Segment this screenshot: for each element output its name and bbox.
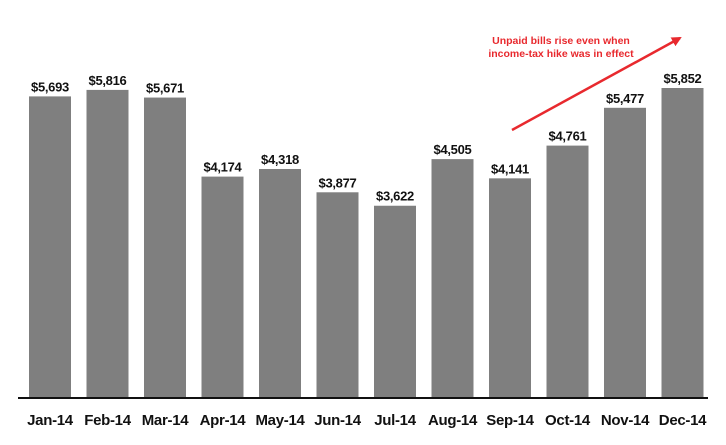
value-label-feb-14: $5,816 — [89, 73, 127, 88]
value-label-jun-14: $3,877 — [319, 175, 357, 190]
bars-group — [29, 88, 704, 398]
value-label-jul-14: $3,622 — [376, 189, 414, 204]
value-label-may-14: $4,318 — [261, 152, 299, 167]
x-tick-label-nov-14: Nov-14 — [601, 412, 650, 429]
bar-jul-14 — [374, 205, 416, 397]
bar-mar-14 — [144, 97, 186, 397]
bar-sep-14 — [489, 178, 531, 397]
bar-oct-14 — [546, 145, 589, 397]
x-tick-label-jan-14: Jan-14 — [27, 412, 74, 429]
x-tick-label-may-14: May-14 — [255, 412, 305, 429]
value-label-nov-14: $5,477 — [606, 91, 644, 106]
value-label-dec-14: $5,852 — [664, 71, 702, 86]
bar-jan-14 — [29, 96, 71, 397]
value-labels-group: $5,693 $5,816 $5,671 $4,174 $4,318 $3,877 $3,6… — [31, 71, 702, 204]
x-tick-label-sep-14: Sep-14 — [486, 412, 534, 429]
value-label-jan-14: $5,693 — [31, 79, 69, 94]
value-label-aug-14: $4,505 — [434, 142, 472, 157]
value-label-sep-14: $4,141 — [491, 161, 529, 176]
bar-dec-14 — [661, 88, 704, 397]
annotation-line-1: Unpaid bills rise even when — [492, 35, 630, 47]
x-tick-label-jun-14: Jun-14 — [314, 412, 362, 429]
bar-nov-14 — [604, 107, 646, 397]
x-tick-label-aug-14: Aug-14 — [428, 412, 478, 429]
bar-may-14 — [259, 168, 301, 397]
x-tick-label-mar-14: Mar-14 — [142, 412, 190, 429]
bar-jun-14 — [316, 192, 359, 397]
annotation-group: Unpaid bills rise even when income-tax h… — [488, 35, 682, 132]
x-tick-label-feb-14: Feb-14 — [84, 412, 132, 429]
x-tick-label-apr-14: Apr-14 — [200, 412, 247, 429]
x-tick-label-jul-14: Jul-14 — [374, 412, 417, 429]
bar-apr-14 — [201, 176, 244, 397]
x-tick-label-oct-14: Oct-14 — [545, 412, 591, 429]
annotation-line-2: income-tax hike was in effect — [488, 48, 634, 60]
bar-feb-14 — [86, 89, 129, 398]
x-tick-label-dec-14: Dec-14 — [659, 412, 707, 429]
bar-aug-14 — [431, 159, 474, 397]
value-label-apr-14: $4,174 — [204, 160, 243, 175]
x-tick-labels-group: Jan-14 Feb-14 Mar-14 Apr-14 May-14 Jun-14 Jul-… — [27, 412, 707, 429]
value-label-oct-14: $4,761 — [549, 129, 587, 144]
value-label-mar-14: $5,671 — [146, 81, 184, 96]
annotation-arrow — [511, 36, 682, 132]
